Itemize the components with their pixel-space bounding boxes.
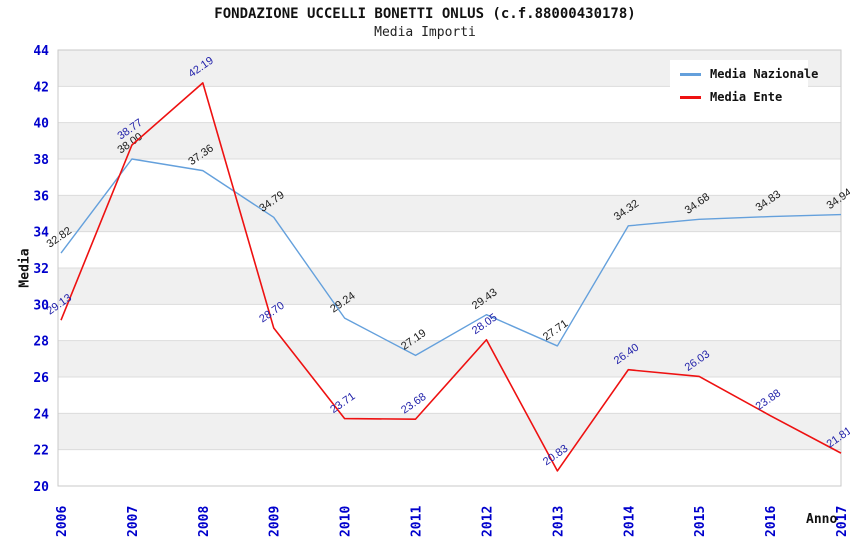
legend-item-media-ente: Media Ente xyxy=(680,90,802,104)
x-tick-label: 2015 xyxy=(693,506,708,537)
band xyxy=(58,340,841,377)
x-tick-label: 2007 xyxy=(126,506,141,537)
band xyxy=(58,195,841,232)
y-tick-label: 20 xyxy=(33,480,49,495)
band xyxy=(58,413,841,450)
value-label: 27.71 xyxy=(541,318,570,344)
y-tick-label: 30 xyxy=(33,298,49,313)
y-tick-label: 28 xyxy=(33,335,49,350)
y-tick-label: 44 xyxy=(33,44,49,59)
x-tick-label: 2016 xyxy=(764,506,779,537)
x-tick-label: 2008 xyxy=(197,506,212,537)
series-line-media-ente xyxy=(60,82,842,472)
x-tick-label: 2006 xyxy=(55,506,70,537)
y-tick-label: 26 xyxy=(33,371,49,386)
legend-label-media-nazionale: Media Nazionale xyxy=(710,67,819,81)
y-tick-label: 22 xyxy=(33,444,49,459)
value-label: 23.71 xyxy=(328,390,357,416)
legend-label-media-ente: Media Ente xyxy=(710,90,783,104)
y-tick-label: 32 xyxy=(33,262,49,277)
x-tick-label: 2012 xyxy=(480,506,495,537)
band xyxy=(58,122,841,159)
x-tick-label: 2013 xyxy=(551,506,566,537)
x-tick-label: 2010 xyxy=(339,506,354,537)
plot-border xyxy=(57,49,842,487)
value-label: 23.88 xyxy=(754,387,783,413)
y-tick-label: 34 xyxy=(33,226,49,241)
x-axis-title: Anno xyxy=(806,512,838,527)
x-tick-label: 2009 xyxy=(268,506,283,537)
x-tick-label: 2014 xyxy=(622,506,637,537)
band xyxy=(58,268,841,305)
y-tick-label: 24 xyxy=(33,407,49,422)
media-ente-line-swatch xyxy=(680,95,701,99)
y-tick-label: 40 xyxy=(33,117,49,132)
y-tick-label: 38 xyxy=(33,153,49,168)
legend: Media Nazionale Media Ente xyxy=(670,60,818,111)
value-label: 23.68 xyxy=(399,391,428,417)
media-nazionale-line-swatch xyxy=(680,72,701,76)
y-tick-label: 42 xyxy=(33,80,49,95)
chart-title: FONDAZIONE UCCELLI BONETTI ONLUS (c.f.88… xyxy=(214,6,636,22)
chart-subtitle: Media Importi xyxy=(374,25,476,40)
x-tick-label: 2011 xyxy=(410,506,425,537)
y-tick-label: 36 xyxy=(33,189,49,204)
x-tick-label: 2017 xyxy=(835,506,850,537)
legend-item-media-nazionale: Media Nazionale xyxy=(680,67,818,81)
series-line-media-nazionale xyxy=(60,158,842,357)
